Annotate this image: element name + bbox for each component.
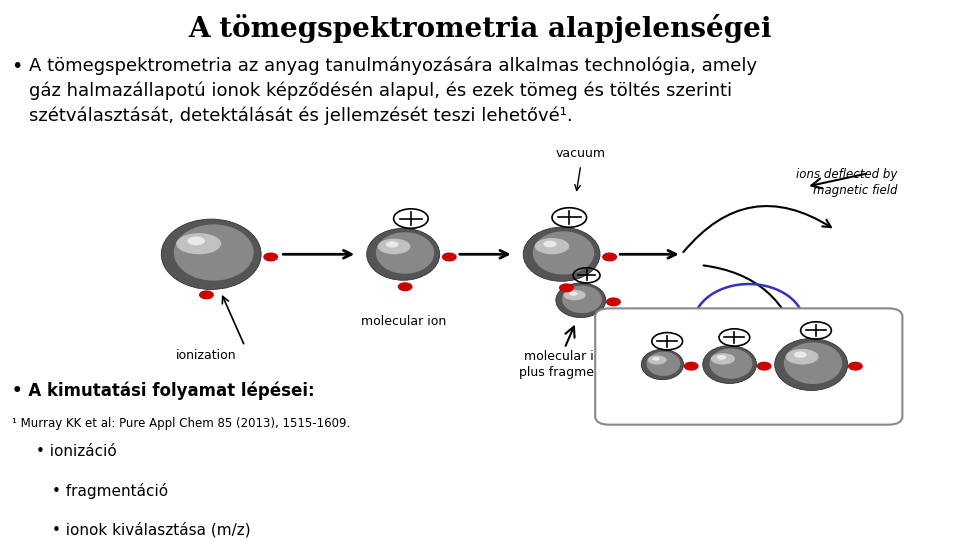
FancyBboxPatch shape [595,308,902,425]
Circle shape [684,362,698,370]
Ellipse shape [641,349,684,380]
Ellipse shape [564,290,586,300]
Text: • fragmentáció: • fragmentáció [52,483,168,499]
Ellipse shape [543,241,557,247]
Ellipse shape [367,228,440,280]
Ellipse shape [775,339,848,391]
Ellipse shape [653,357,660,361]
Ellipse shape [161,219,261,289]
Ellipse shape [703,346,756,384]
Circle shape [849,362,862,370]
Ellipse shape [535,238,569,254]
Ellipse shape [785,349,819,365]
Ellipse shape [648,355,666,365]
Text: • ionizáció: • ionizáció [36,444,116,459]
Circle shape [607,298,620,306]
Ellipse shape [177,233,221,254]
Text: ¹ Murray KK et al: Pure Appl Chem 85 (2013), 1515-1609.: ¹ Murray KK et al: Pure Appl Chem 85 (20… [12,417,349,430]
Ellipse shape [783,342,842,384]
Ellipse shape [523,227,600,281]
Text: molecular ion: molecular ion [361,315,445,328]
Text: ionization: ionization [176,349,237,362]
Circle shape [603,253,616,261]
Text: • A kimutatási folyamat lépései:: • A kimutatási folyamat lépései: [12,381,314,400]
Ellipse shape [709,348,753,379]
Circle shape [757,362,771,370]
Ellipse shape [569,292,578,296]
Ellipse shape [375,232,434,274]
Text: vacuum: vacuum [556,147,606,160]
Text: A tömegspektrometria az anyag tanulmányozására alkalmas technológia, amely
gáz h: A tömegspektrometria az anyag tanulmányo… [29,57,756,126]
Ellipse shape [377,239,411,254]
Text: •: • [12,57,23,76]
Circle shape [398,283,412,291]
Ellipse shape [563,286,602,313]
Ellipse shape [647,352,681,376]
Ellipse shape [710,353,735,365]
Circle shape [443,253,456,261]
Text: • ionok kiválasztása (m/z): • ionok kiválasztása (m/z) [52,522,251,537]
Text: magnet: magnet [719,318,779,332]
Text: A tömegspektrometria alapjelenségei: A tömegspektrometria alapjelenségei [188,14,772,43]
Text: ions deflected by
magnetic field: ions deflected by magnetic field [796,168,898,197]
Text: molecular ion
plus fragments: molecular ion plus fragments [519,350,613,379]
Ellipse shape [533,232,594,275]
Circle shape [560,284,573,292]
Ellipse shape [717,355,726,360]
Circle shape [200,291,213,299]
Circle shape [264,253,277,261]
Ellipse shape [386,241,398,248]
Text: detector: detector [719,391,779,405]
Ellipse shape [187,236,204,245]
FancyArrowPatch shape [704,266,803,349]
Ellipse shape [174,225,253,281]
Ellipse shape [794,352,806,358]
Ellipse shape [556,283,606,318]
FancyArrowPatch shape [684,206,831,252]
